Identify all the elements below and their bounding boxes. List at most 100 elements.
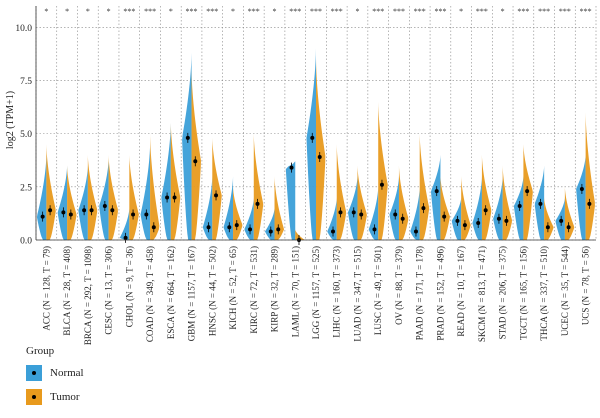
violin-tumor — [87, 154, 98, 240]
median-point-normal — [351, 210, 356, 215]
x-tick-label: CHOL (N = 9, T = 36) — [124, 246, 134, 327]
median-point-normal — [289, 165, 294, 170]
legend-item-tumor: Tumor — [26, 389, 126, 409]
violin-tumor — [191, 69, 201, 241]
median-point-tumor — [151, 225, 156, 230]
median-point-normal — [372, 227, 377, 232]
violin-normal — [493, 176, 503, 240]
x-tick-label: UCEC (N = 35, T = 544) — [560, 246, 570, 336]
y-tick-label: 5.0 — [20, 130, 32, 140]
median-point-normal — [40, 214, 45, 219]
median-point-normal — [331, 229, 336, 234]
violin-normal — [161, 123, 171, 240]
significance-label: *** — [144, 7, 156, 16]
significance-label: *** — [393, 7, 405, 16]
median-point-tumor — [338, 210, 343, 215]
median-point-tumor — [566, 225, 571, 230]
legend-swatch-normal — [26, 365, 42, 381]
x-tick-label: KIRP (N = 32, T = 289) — [270, 246, 280, 332]
violin-normal — [327, 197, 337, 240]
significance-label: *** — [331, 7, 343, 16]
median-point-tumor — [504, 218, 509, 223]
x-tick-label: STAD (N = 206, T = 375) — [498, 246, 508, 339]
median-point-tumor — [442, 214, 447, 219]
median-point-normal — [476, 220, 481, 225]
violin-normal — [223, 176, 234, 240]
significance-label: *** — [372, 7, 384, 16]
median-point-tumor — [68, 212, 73, 217]
y-tick-label: 2.5 — [20, 183, 32, 193]
x-tick-label: KICH (N = 52, T = 65) — [228, 246, 238, 330]
median-point-normal — [413, 229, 418, 234]
significance-label: *** — [580, 7, 592, 16]
median-point-tumor — [462, 223, 467, 228]
median-point-normal — [538, 201, 543, 206]
violin-tumor — [585, 112, 595, 240]
violin-tumor — [544, 197, 554, 240]
median-point-tumor — [276, 227, 281, 232]
violin-normal — [119, 208, 130, 240]
median-point-tumor — [587, 201, 592, 206]
x-tick-label: PRAD (N = 152, T = 496) — [435, 246, 445, 341]
x-tick-label: COAD (N = 349, T = 458) — [145, 246, 155, 342]
median-point-tumor — [545, 225, 550, 230]
median-point-normal — [496, 216, 501, 221]
violin-normal — [555, 197, 565, 240]
median-point-normal — [579, 186, 584, 191]
violin-normal — [389, 176, 399, 240]
violin-normal — [513, 176, 524, 240]
significance-label: * — [169, 7, 173, 16]
x-tick-label: THCA (N = 337, T = 510) — [539, 246, 549, 341]
significance-label: * — [459, 7, 463, 16]
legend-title: Group — [26, 345, 55, 357]
violin-normal — [202, 176, 213, 240]
legend-swatch-tumor — [26, 389, 42, 405]
median-point-tumor — [483, 208, 488, 213]
y-tick-label: 7.5 — [20, 77, 32, 87]
legend-label-normal: Normal — [50, 367, 84, 379]
median-point-tumor — [525, 189, 530, 194]
median-point-tumor — [255, 201, 260, 206]
significance-label: *** — [538, 7, 550, 16]
median-point-normal — [227, 225, 232, 230]
violin-tumor — [129, 154, 139, 240]
median-point-normal — [310, 135, 315, 140]
median-point-tumor — [131, 212, 136, 217]
violins — [36, 48, 595, 245]
median-point-tumor — [110, 208, 115, 213]
violin-normal — [410, 186, 420, 240]
significance-label: *** — [123, 7, 135, 16]
x-tick-label: READ (N = 10, T = 167) — [456, 246, 466, 337]
violin-normal — [140, 144, 151, 240]
violin-tumor — [253, 133, 264, 240]
violin-tumor — [108, 154, 118, 240]
median-point-tumor — [234, 223, 239, 228]
violin-tumor — [212, 137, 222, 240]
y-axis-label: log2 (TPM+1) — [5, 91, 16, 149]
significance-label: *** — [310, 7, 322, 16]
significance-label: * — [107, 7, 111, 16]
median-point-tumor — [379, 182, 384, 187]
significance-label: * — [231, 7, 235, 16]
violin-tumor — [150, 133, 160, 240]
x-tick-label: OV (N = 88, T = 379) — [394, 246, 404, 325]
significance-label: * — [65, 7, 69, 16]
median-point-normal — [434, 189, 439, 194]
violin-tumor — [295, 229, 305, 240]
x-tick-label: TGCT (N = 165, T = 156) — [518, 246, 528, 340]
violin-normal — [78, 165, 88, 240]
violin-normal — [368, 186, 379, 240]
violin-normal — [472, 176, 482, 240]
x-tick-label: SKCM (N = 813, T = 471) — [477, 246, 487, 342]
significance-label: *** — [434, 7, 446, 16]
significance-label: *** — [186, 7, 198, 16]
significance-label: * — [44, 7, 48, 16]
violin-normal — [306, 48, 316, 240]
median-point-normal — [144, 212, 149, 217]
median-point-normal — [455, 218, 460, 223]
median-point-normal — [206, 225, 211, 230]
legend-item-normal: Normal — [26, 365, 126, 385]
x-tick-label: PAAD (N = 171, T = 178) — [415, 246, 425, 340]
violin-normal — [182, 52, 192, 240]
median-point-tumor — [400, 216, 405, 221]
